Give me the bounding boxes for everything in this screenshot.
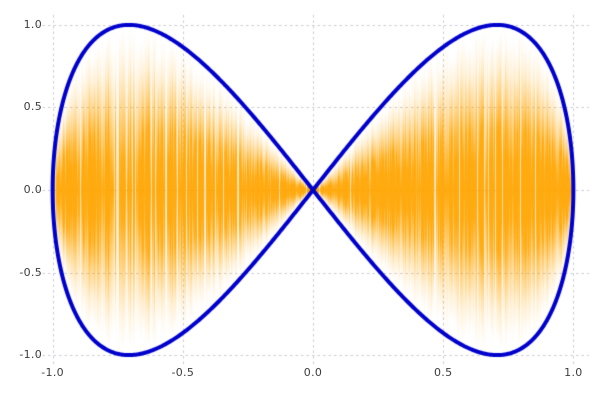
y-tick-label: -1.0 [19, 348, 42, 362]
x-tick-label: 0.5 [433, 366, 453, 379]
y-tick-label: 0.0 [23, 183, 42, 196]
y-tick-label: -0.5 [19, 265, 42, 279]
x-tick-label: 1.0 [564, 366, 583, 379]
x-tick-label: 0.0 [303, 366, 323, 379]
y-tick-label: 1.0 [23, 17, 42, 31]
x-tick-label: -0.5 [171, 366, 195, 379]
y-tick-label: 0.5 [23, 100, 42, 114]
x-tick-label: -1.0 [41, 366, 64, 379]
